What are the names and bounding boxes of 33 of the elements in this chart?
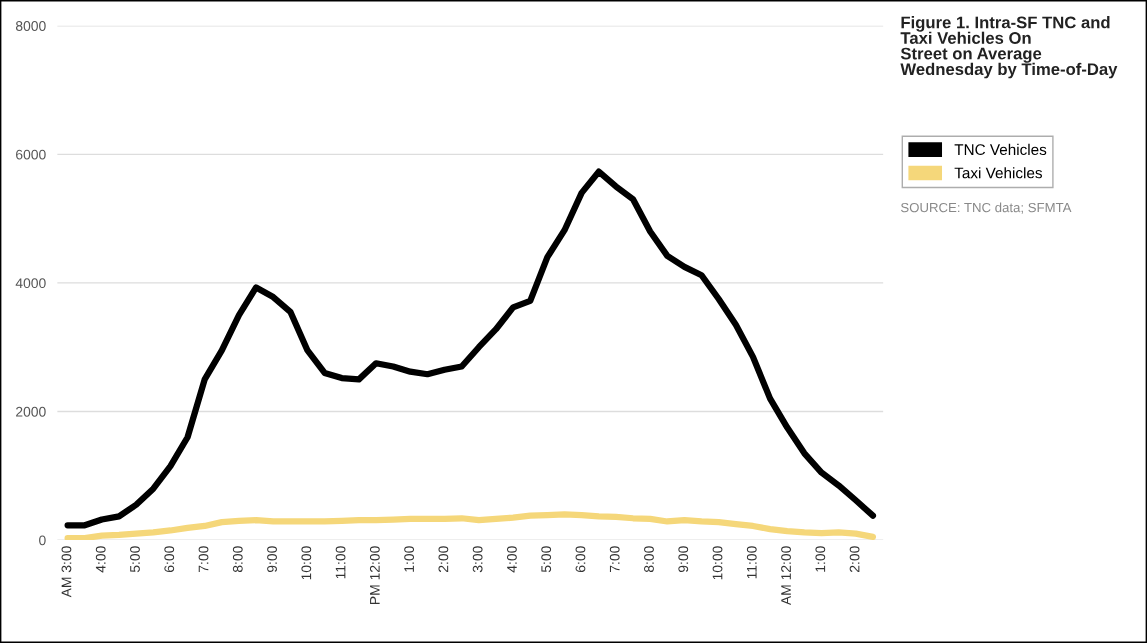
- x-tick-label: 1:00: [404, 546, 415, 572]
- x-tick-label: 4:00: [95, 546, 106, 573]
- x-tick-label: 6:00: [164, 546, 175, 572]
- y-tick-label: 8000: [15, 21, 46, 31]
- x-tick-label: 9:00: [267, 546, 277, 573]
- legend-label: Taxi Vehicles: [954, 167, 1043, 179]
- y-tick-label: 2000: [16, 406, 46, 417]
- source-note: SOURCE: TNC data; SFMTA: [900, 202, 1072, 214]
- x-tick-label: 7:00: [609, 546, 620, 572]
- y-tick-label: 0: [39, 535, 46, 546]
- x-tick-label: 11:00: [746, 546, 757, 579]
- x-tick-label: 2:00: [849, 546, 860, 573]
- x-tick-label: 5:00: [541, 546, 552, 573]
- x-tick-label: 11:00: [335, 546, 346, 579]
- x-tick-label: 1:00: [815, 546, 826, 572]
- text: Figure 1. Intra-SF TNC and Taxi Vehicles On Street on Average Wednesday by Time-of-Day: [900, 16, 1118, 79]
- x-tick-label: 10:00: [712, 546, 723, 580]
- x-tick-label: AM 3:00: [61, 546, 72, 598]
- x-tick-label: 8:00: [232, 546, 243, 573]
- x-tick-label: 4:00: [507, 546, 517, 573]
- legend-label: TNC Vehicles: [954, 143, 1047, 156]
- x-tick-label: 6:00: [575, 546, 586, 572]
- x-tick-label: AM 12:00: [781, 546, 791, 606]
- x-tick-label: 7:00: [198, 546, 209, 572]
- x-tick-label: 5:00: [130, 546, 140, 573]
- x-tick-label: 8:00: [644, 546, 654, 573]
- x-tick-label: 3:00: [472, 546, 483, 573]
- x-tick-label: 9:00: [678, 546, 689, 573]
- x-tick-label: 10:00: [301, 546, 312, 580]
- x-tick-label: PM 12:00: [369, 546, 380, 604]
- x-tick-label: 2:00: [438, 546, 449, 573]
- y-tick-label: 4000: [15, 278, 46, 289]
- y-tick-label: 6000: [16, 149, 46, 160]
